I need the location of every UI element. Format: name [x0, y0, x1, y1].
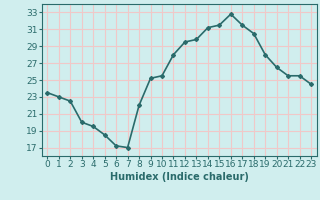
X-axis label: Humidex (Indice chaleur): Humidex (Indice chaleur)	[110, 172, 249, 182]
